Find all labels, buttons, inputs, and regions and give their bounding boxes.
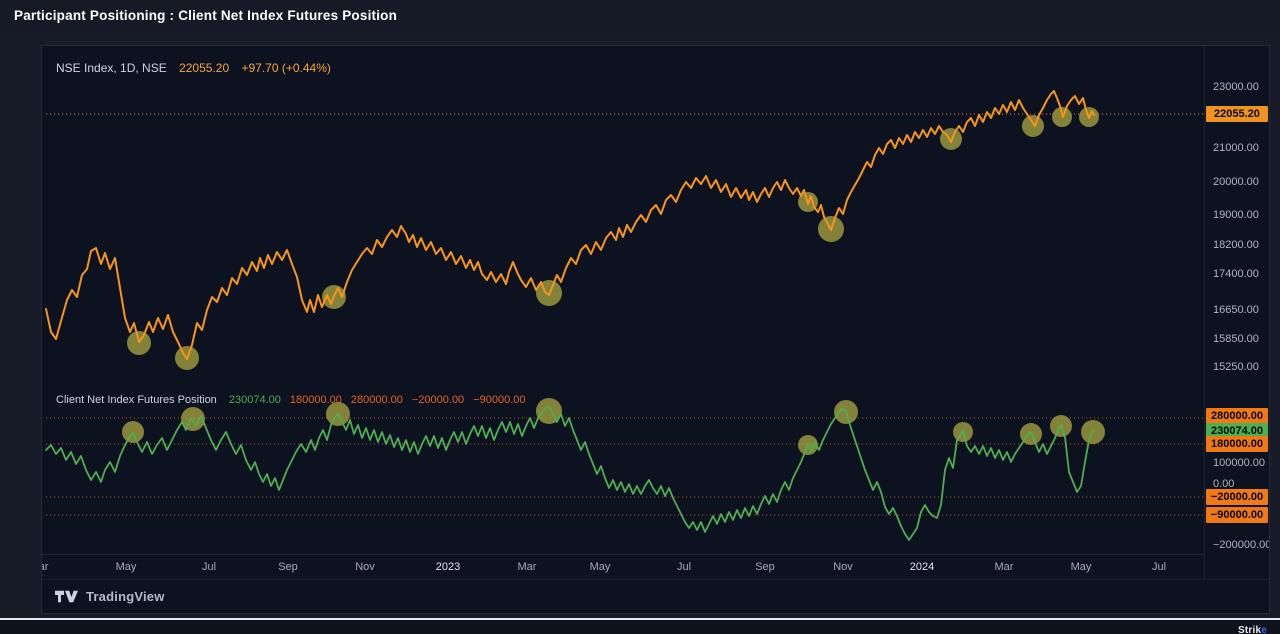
indicator-value: −20000.00	[411, 394, 465, 406]
x-axis-label: Mar	[994, 561, 1014, 573]
price-badge: 280000.00	[1206, 408, 1268, 424]
x-axis-label: Mar	[42, 561, 49, 573]
y-axis-label: 19000.00	[1213, 209, 1259, 221]
symbol-title: NSE Index, 1D, NSE	[56, 61, 167, 75]
tradingview-link[interactable]: TradingView	[55, 589, 165, 604]
strike-watermark-accent: e	[1261, 625, 1267, 634]
x-axis-label: May	[589, 561, 611, 573]
y-axis-label: 15850.00	[1213, 333, 1259, 345]
nse-index-line	[45, 90, 1095, 360]
event-marker	[122, 421, 144, 443]
price-axis[interactable]: 23000.00 21000.00 20000.00 19000.00 18200.00…	[1204, 46, 1269, 579]
x-axis-label: May	[1070, 561, 1092, 573]
indicator-value: 280000.00	[350, 394, 403, 406]
y-axis-label: 17400.00	[1213, 268, 1259, 280]
indicator-values: 230074.00 180000.00 280000.00 −20000.00 −900…	[220, 394, 526, 406]
price-badge: 22055.20	[1206, 106, 1268, 122]
event-marker	[181, 407, 205, 431]
chart-canvas[interactable]	[42, 46, 1204, 579]
x-axis-label: Jul	[201, 561, 217, 573]
x-axis-label: Jul	[1151, 561, 1167, 573]
page-title: Participant Positioning : Client Net Ind…	[14, 8, 398, 23]
price-badge: −90000.00	[1206, 507, 1268, 523]
attribution-bar: TradingView	[42, 579, 1269, 613]
indicator-legend: Client Net Index Futures Position 230074…	[56, 394, 526, 406]
y-axis-label: 23000.00	[1213, 81, 1259, 93]
event-marker	[1022, 115, 1044, 137]
title-bar: Participant Positioning : Client Net Ind…	[0, 0, 1280, 30]
x-axis-label: 2024	[909, 561, 935, 573]
x-axis-label: Jul	[676, 561, 692, 573]
x-axis-label: Mar	[517, 561, 537, 573]
y-axis-label: 0.00	[1213, 478, 1235, 490]
y-axis-label: 100000.00	[1213, 457, 1265, 469]
indicator-value: 180000.00	[289, 394, 342, 406]
price-change-value: +97.70 (+0.44%)	[241, 61, 331, 75]
x-axis-label: Nov	[355, 561, 375, 573]
indicator-title: Client Net Index Futures Position	[56, 394, 217, 406]
y-axis-label: −200000.00	[1213, 539, 1270, 551]
event-marker	[127, 331, 151, 355]
x-axis-label: May	[115, 561, 137, 573]
y-axis-label: 21000.00	[1213, 142, 1259, 154]
indicator-value: −90000.00	[473, 394, 526, 406]
strike-watermark: Strike	[1238, 625, 1267, 634]
last-price-value: 22055.20	[179, 61, 230, 75]
symbol-legend: NSE Index, 1D, NSE 22055.20 +97.70 (+0.4…	[56, 61, 331, 75]
y-axis-label: 16650.00	[1213, 304, 1259, 316]
client-net-position-line	[45, 405, 1094, 541]
indicator-value: 230074.00	[228, 394, 281, 406]
chart-panel: NSE Index, 1D, NSE 22055.20 +97.70 (+0.4…	[41, 45, 1270, 614]
price-badge: 230074.00	[1206, 423, 1268, 439]
y-axis-label: 15250.00	[1213, 361, 1259, 373]
y-axis-label: 20000.00	[1213, 176, 1259, 188]
price-badge: 180000.00	[1206, 436, 1268, 452]
bottom-strip: Strike	[0, 620, 1280, 634]
y-axis-label: 18200.00	[1213, 239, 1259, 251]
x-axis-label: 2023	[435, 561, 461, 573]
separator-line	[0, 618, 1280, 620]
x-axis-label: Sep	[278, 561, 298, 573]
x-axis-label: Nov	[833, 561, 853, 573]
tradingview-label: TradingView	[86, 589, 165, 604]
time-axis[interactable]: Mar May Jul Sep Nov 2023 Mar May Jul Sep Nov 2024 Ma…	[42, 554, 1204, 580]
price-badge: −20000.00	[1206, 489, 1268, 505]
tradingview-logo-icon	[55, 590, 78, 603]
x-axis-label: Sep	[755, 561, 775, 573]
